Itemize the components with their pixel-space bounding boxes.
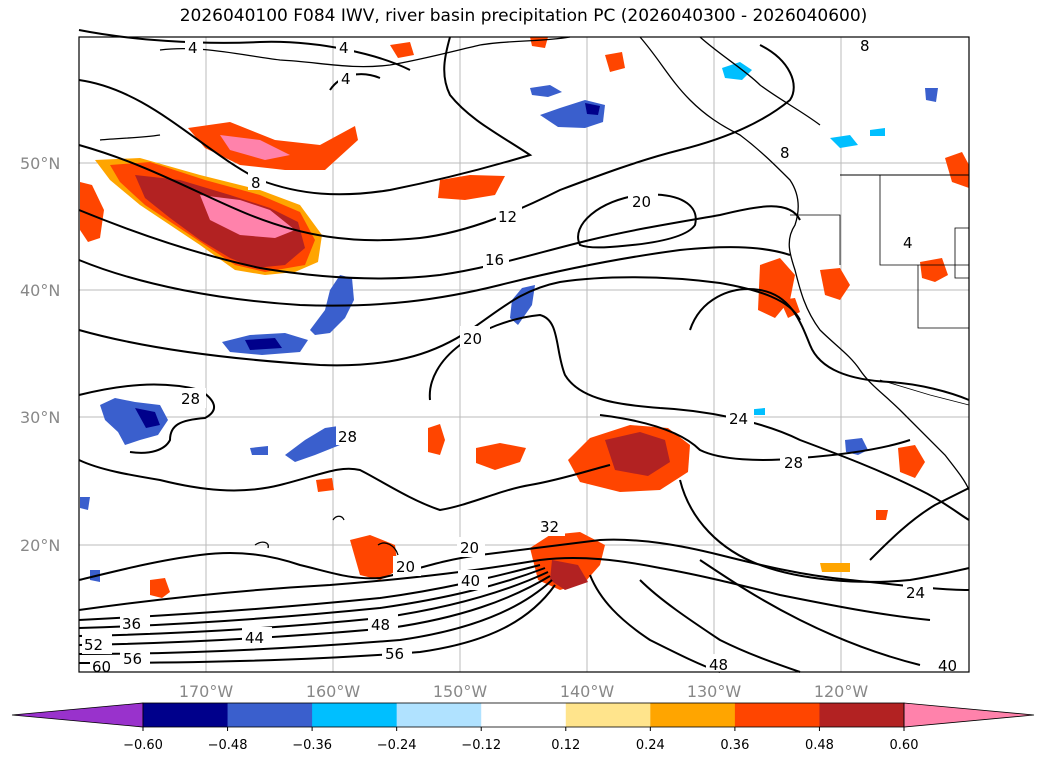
colorbar-box xyxy=(396,703,482,727)
contour-label: 28 xyxy=(784,454,803,472)
colorbar-tick-label: 0.36 xyxy=(720,738,749,753)
contour-label: 20 xyxy=(632,193,651,211)
contour-label: 4 xyxy=(341,70,351,88)
colorbar: −0.60 −0.48 −0.36 −0.24 −0.12 0.12 0.24 0.36 0.4… xyxy=(11,702,1035,753)
colorbar-tick-label: 0.24 xyxy=(636,738,665,753)
colorbar-box xyxy=(143,703,229,727)
lon-tick-label: 130°W xyxy=(687,682,742,701)
contour-label: 8 xyxy=(251,174,261,192)
contour-label: 32 xyxy=(540,518,559,536)
colorbar-tick-label: −0.24 xyxy=(377,738,417,753)
colorbar-tick-label: −0.12 xyxy=(461,738,501,753)
lon-tick-label: 160°W xyxy=(306,682,361,701)
colorbar-extend-high xyxy=(903,702,1035,728)
colorbar-box xyxy=(650,703,736,727)
lon-axis: 170°W 160°W 150°W 140°W 130°W 120°W xyxy=(179,682,869,701)
lon-tick-label: 170°W xyxy=(179,682,234,701)
lat-axis: 50°N 40°N 30°N 20°N xyxy=(20,154,60,555)
colorbar-box xyxy=(481,703,567,727)
map-frame xyxy=(78,36,970,673)
contour-label: 40 xyxy=(938,657,957,675)
contour-label: 12 xyxy=(498,208,517,226)
colorbar-box xyxy=(819,703,905,727)
contour-label: 16 xyxy=(485,251,504,269)
colorbar-tick-label: 0.60 xyxy=(890,738,919,753)
contour-label: 24 xyxy=(729,410,748,428)
colorbar-frame xyxy=(142,702,905,728)
contour-label: 8 xyxy=(860,37,870,55)
contour-label: 20 xyxy=(396,558,415,576)
coastlines xyxy=(99,36,970,556)
colorbar-box xyxy=(227,703,313,727)
colorbar-tick-label: 0.12 xyxy=(551,738,580,753)
contour-label: 24 xyxy=(906,584,925,602)
contour-label: 60 xyxy=(92,658,111,676)
lon-tick-label: 140°W xyxy=(560,682,615,701)
colorbar-tick-label: 0.48 xyxy=(805,738,834,753)
contour-label: 48 xyxy=(709,656,728,674)
lat-tick-label: 50°N xyxy=(20,154,60,173)
contour-labels: 4 4 8 4 8 12 16 20 20 28 28 24 28 20 20 … xyxy=(82,37,966,676)
contour-label: 40 xyxy=(461,572,480,590)
colorbar-extend-low xyxy=(11,702,144,728)
contour-label: 4 xyxy=(188,39,198,57)
contour-label: 52 xyxy=(84,636,103,654)
colorbar-box xyxy=(312,703,398,727)
contour-label: 56 xyxy=(385,645,404,663)
contour-label: 48 xyxy=(371,616,390,634)
lon-tick-label: 150°W xyxy=(433,682,488,701)
contour-label: 36 xyxy=(122,615,141,633)
lat-tick-label: 30°N xyxy=(20,408,60,427)
contour-label: 56 xyxy=(123,650,142,668)
contour-label: 4 xyxy=(903,234,913,252)
contour-label: 8 xyxy=(780,144,790,162)
colorbar-tick-label: −0.48 xyxy=(208,738,248,753)
contour-label: 4 xyxy=(339,39,349,57)
contour-label: 28 xyxy=(181,390,200,408)
colorbar-box xyxy=(565,703,651,727)
contour-label: 44 xyxy=(245,629,264,647)
map-title: 2026040100 F084 IWV, river basin precipi… xyxy=(179,6,868,26)
lat-tick-label: 20°N xyxy=(20,536,60,555)
contour-label: 20 xyxy=(460,539,479,557)
lon-tick-label: 120°W xyxy=(814,682,869,701)
colorbar-box xyxy=(734,703,820,727)
lat-tick-label: 40°N xyxy=(20,281,60,300)
contour-label: 20 xyxy=(463,330,482,348)
contour-label: 28 xyxy=(338,428,357,446)
colorbar-tick-label: −0.60 xyxy=(123,738,163,753)
colorbar-tick-label: −0.36 xyxy=(292,738,332,753)
iwv-contours xyxy=(78,29,970,673)
